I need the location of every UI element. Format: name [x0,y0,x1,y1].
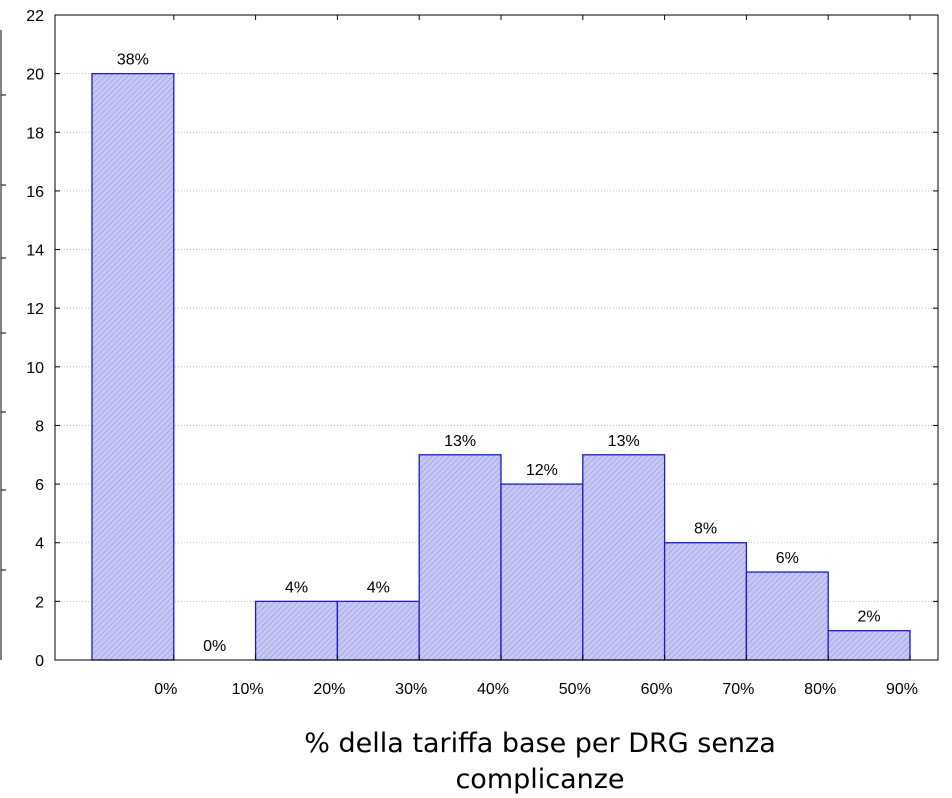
bar [500,483,584,661]
x-axis-label: % della tariffa base per DRG senza compl… [150,726,930,798]
y-tick-label: 20 [26,67,44,84]
axes: 0 2 4 6 8 10 12 14 16 18 20 22 0% 10% 20% 30% 40% 50% 60% 7… [0,8,939,698]
y-tick-label: 4 [35,536,44,553]
y-tick-label: 14 [26,243,44,260]
plot-frame [54,14,939,661]
bar-data-label: 4% [367,579,390,596]
bar [582,454,666,661]
bar-data-label: 8% [694,521,717,538]
y-tick-label: 12 [26,301,44,318]
x-tick-label: 90% [886,681,918,698]
bar [745,571,829,661]
x-tick-label: 50% [559,681,591,698]
gridlines [55,73,938,602]
x-tick-label: 10% [232,681,264,698]
bar-data-label: 4% [285,579,308,596]
y-tick-label: 16 [26,184,44,201]
bar [91,72,175,661]
x-tick-label: 80% [804,681,836,698]
y-tick-label: 2 [35,594,44,611]
bar [663,542,748,661]
bar [336,600,420,661]
bar-data-label: 6% [776,550,799,567]
bar-data-label: 38% [117,52,149,69]
bar-data-label: 12% [526,462,558,479]
bar [418,454,502,661]
bar-data-label: 13% [608,433,640,450]
bar-data-label: 13% [444,433,476,450]
x-tick-label: 20% [313,681,345,698]
x-axis-label-line-1: % della tariffa base per DRG senza [304,728,776,759]
x-axis-label-line-2: complicanze [455,764,625,795]
bar-data-label: 0% [203,638,226,655]
y-tick-label: 10 [26,360,44,377]
x-tick-label: 60% [641,681,673,698]
y-tick-label: 18 [26,125,44,142]
histogram-chart: 38% 0% 4% 4% 13% 12% 13% 8% 6% 2% 0 2 4 6 8 10 12 14 16 18… [0,8,939,698]
x-tick-label: 40% [477,681,509,698]
x-tick-label: 0% [154,681,177,698]
y-tick-label: 0 [35,653,44,670]
y-tick-label: 22 [26,8,44,25]
y-tick-label: 8 [35,418,44,435]
y-tick-label: 6 [35,477,44,494]
bar [254,600,339,661]
bar-data-label: 2% [858,609,881,626]
bar-labels: 38% 0% 4% 4% 13% 12% 13% 8% 6% 2% [117,52,881,655]
x-tick-label: 30% [395,681,427,698]
x-tick-label: 70% [722,681,754,698]
bar [827,630,911,661]
